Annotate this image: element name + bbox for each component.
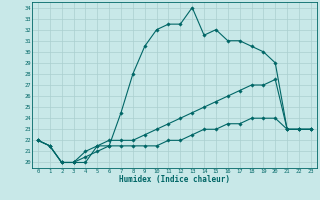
- X-axis label: Humidex (Indice chaleur): Humidex (Indice chaleur): [119, 175, 230, 184]
